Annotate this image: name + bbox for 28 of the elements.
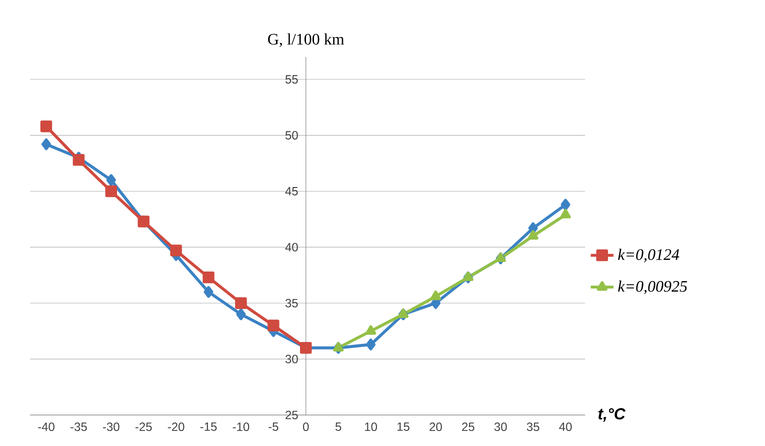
y-tick-label: 55 (285, 75, 298, 84)
x-tick-label: 15 (398, 422, 410, 431)
x-tick-label: -15 (200, 422, 217, 431)
x-tick-label: -25 (135, 422, 152, 432)
y-tick-label: 50 (285, 131, 298, 140)
x-tick-label: 20 (430, 422, 442, 432)
y-tick-label: 30 (285, 354, 298, 364)
x-axis-title: t,°C (598, 408, 626, 422)
x-tick-label: 30 (494, 422, 507, 432)
x-tick-label: -5 (268, 422, 278, 431)
y-tick-label: 35 (285, 298, 298, 308)
x-tick-label: 0 (303, 422, 309, 432)
x-tick-label: 10 (365, 422, 378, 432)
x-tick-label: -35 (70, 422, 87, 432)
x-tick-label: 40 (559, 422, 572, 432)
x-tick-label: 25 (462, 422, 474, 432)
x-tick-label: -20 (168, 422, 184, 432)
x-tick-label: 35 (526, 422, 540, 432)
x-tick-label: -10 (232, 422, 250, 432)
legend-label: k=0,0124 (618, 248, 680, 262)
x-tick-label: 5 (335, 422, 342, 431)
x-tick-label: -40 (38, 422, 54, 432)
y-tick-label: 25 (286, 410, 298, 420)
legend-label: k=0,00925 (618, 280, 688, 294)
y-axis-title: G, l/100 km (268, 33, 344, 47)
y-tick-label: 45 (285, 187, 298, 196)
x-tick-label: -30 (103, 422, 120, 432)
y-tick-label: 40 (285, 242, 298, 252)
